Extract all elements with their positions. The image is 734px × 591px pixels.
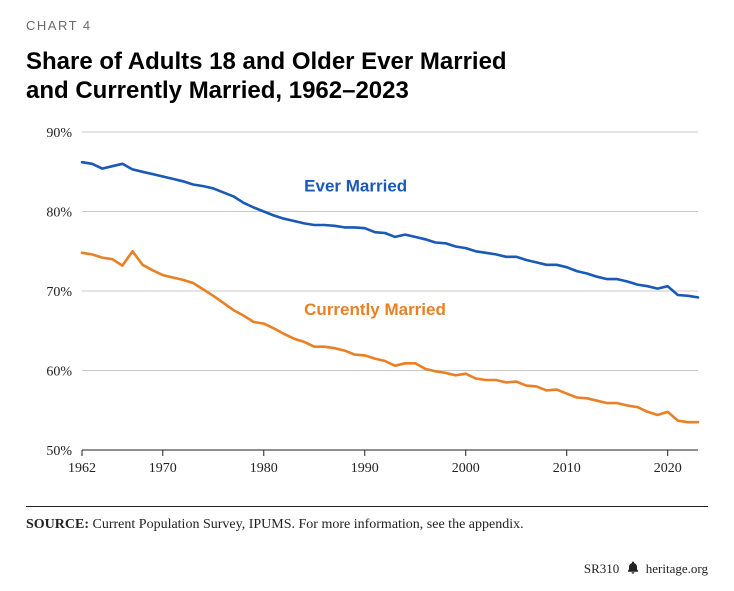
title-line-2: and Currently Married, 1962–2023 <box>26 77 409 104</box>
chart-number: CHART 4 <box>26 18 708 33</box>
svg-text:2010: 2010 <box>553 461 581 476</box>
svg-text:1990: 1990 <box>351 461 379 476</box>
footer-org: heritage.org <box>646 561 708 576</box>
footer-code: SR310 <box>584 561 619 576</box>
svg-text:90%: 90% <box>46 126 72 141</box>
title-line-1: Share of Adults 18 and Older Ever Marrie… <box>26 48 507 75</box>
series-label: Ever Married <box>304 176 407 195</box>
source-label: SOURCE: <box>26 517 89 532</box>
bell-icon <box>627 561 639 578</box>
svg-text:50%: 50% <box>46 444 72 459</box>
svg-text:2000: 2000 <box>452 461 480 476</box>
plot-svg: 50% 60% 70% 80% 90% 1962 1970 1980 1990 2000 2010 2… <box>26 124 708 484</box>
svg-text:80%: 80% <box>46 205 72 220</box>
footer: SR310 heritage.org <box>584 560 708 577</box>
svg-text:1970: 1970 <box>149 461 177 476</box>
svg-text:2020: 2020 <box>654 461 682 476</box>
svg-text:60%: 60% <box>46 364 72 379</box>
svg-text:1980: 1980 <box>250 461 278 476</box>
svg-text:70%: 70% <box>46 285 72 300</box>
svg-text:1962: 1962 <box>68 461 96 476</box>
chart-card: CHART 4 Share of Adults 18 and Older Eve… <box>0 0 734 591</box>
source-line: SOURCE: Current Population Survey, IPUMS… <box>26 506 708 533</box>
series-line <box>82 251 698 422</box>
line-chart: 50% 60% 70% 80% 90% 1962 1970 1980 1990 2000 2010 2… <box>26 124 708 484</box>
chart-title: Share of Adults 18 and Older Ever Marrie… <box>26 47 708 106</box>
source-text: Current Population Survey, IPUMS. For mo… <box>89 517 524 532</box>
series-label: Currently Married <box>304 299 446 318</box>
